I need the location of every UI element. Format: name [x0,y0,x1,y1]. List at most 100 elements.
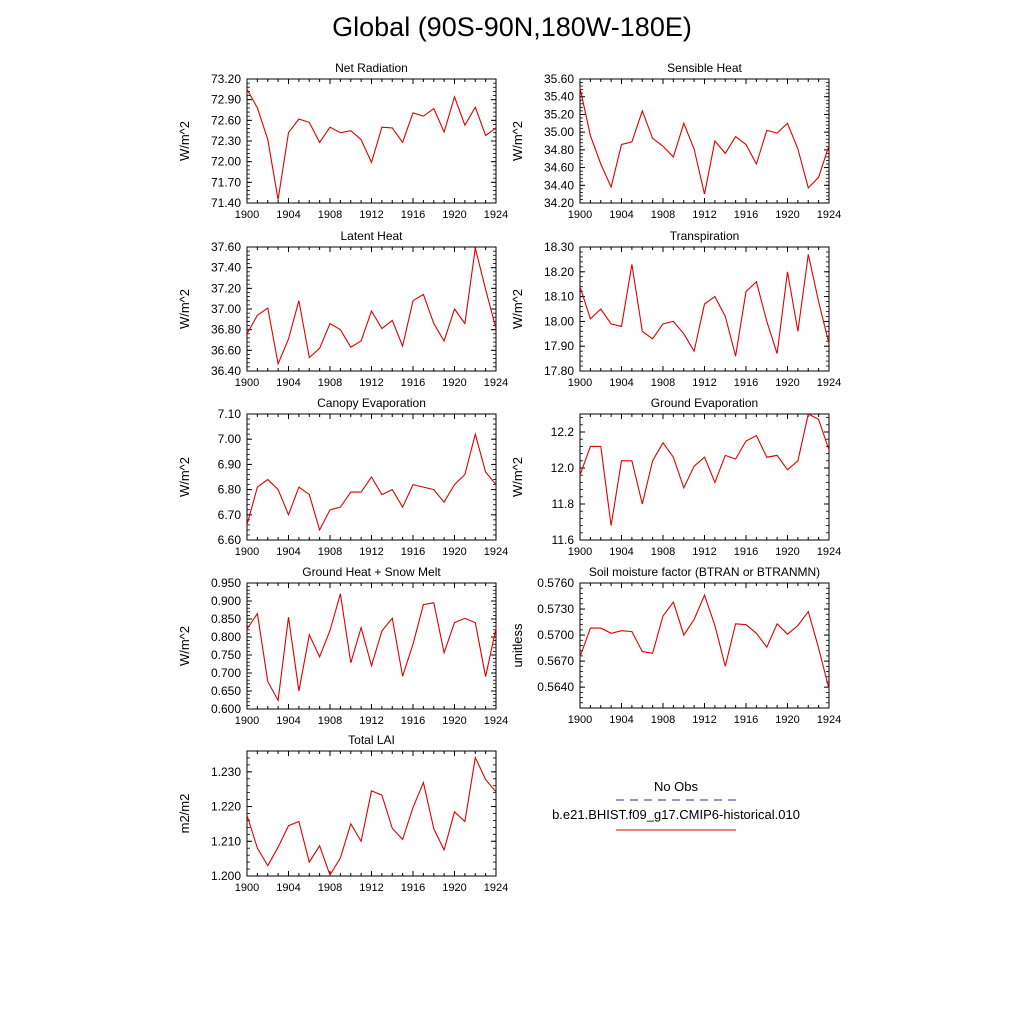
series-line [579,413,830,526]
x-tick-label: 1908 [651,209,675,221]
x-tick-label: 1920 [442,715,466,727]
y-axis-label: W/m^2 [177,457,192,497]
x-tick-label: 1900 [568,546,592,558]
y-tick-label: 1.200 [211,869,241,883]
x-tick-label: 1908 [318,209,342,221]
x-tick-label: 1912 [359,715,383,727]
x-tick-label: 1924 [817,209,841,221]
x-tick-label: 1924 [484,209,508,221]
y-tick-label: 71.40 [211,196,241,210]
x-tick-label: 1912 [692,377,716,389]
panel-title: Soil moisture factor (BTRAN or BTRANMN) [589,565,820,579]
legend-model-label: b.e21.BHIST.f09_g17.CMIP6-historical.010 [552,807,800,822]
x-tick-label: 1924 [817,546,841,558]
y-tick-label: 0.700 [211,666,241,680]
y-tick-label: 36.40 [211,364,241,378]
y-tick-label: 34.40 [544,178,574,192]
series-line [246,593,497,703]
y-tick-label: 73.20 [211,72,241,86]
y-tick-label: 0.650 [211,684,241,698]
y-tick-label: 37.20 [211,281,241,295]
y-tick-label: 35.60 [544,72,574,86]
x-tick-label: 1924 [484,882,508,894]
x-tick-label: 1920 [775,714,799,726]
x-tick-label: 1920 [775,546,799,558]
y-tick-label: 35.40 [544,90,574,104]
panel-title: Total LAI [348,733,395,747]
x-tick-label: 1900 [235,882,259,894]
y-tick-label: 6.70 [218,508,242,522]
plot-frame [579,413,830,541]
y-tick-label: 72.90 [211,93,241,107]
x-tick-label: 1912 [692,209,716,221]
y-tick-label: 18.20 [544,265,574,279]
y-tick-label: 36.80 [211,323,241,337]
y-tick-label: 7.00 [218,432,242,446]
x-tick-label: 1924 [484,546,508,558]
y-tick-label: 0.900 [211,594,241,608]
x-tick-label: 1900 [568,377,592,389]
panel-title: Net Radiation [335,61,408,75]
plot-frame [579,582,830,709]
y-tick-label: 72.30 [211,134,241,148]
x-tick-label: 1912 [692,546,716,558]
y-tick-label: 0.750 [211,648,241,662]
x-tick-label: 1924 [817,714,841,726]
y-tick-label: 72.00 [211,155,241,169]
y-tick-label: 37.60 [211,240,241,254]
series-line [579,254,830,357]
y-tick-label: 35.00 [544,125,574,139]
y-axis-label: unitless [510,623,525,668]
x-tick-label: 1904 [276,377,300,389]
x-tick-label: 1912 [359,546,383,558]
panel-8: 1900 1904 1908 1912 1916 1920 1924 0.5640 0.5670… [510,565,841,726]
y-tick-label: 6.90 [218,457,242,471]
y-tick-label: 11.8 [552,497,575,511]
y-tick-label: 0.5730 [537,602,574,616]
y-axis-label: W/m^2 [177,626,192,666]
x-tick-label: 1916 [734,546,758,558]
y-axis-label: W/m^2 [177,289,192,329]
x-tick-label: 1900 [568,209,592,221]
series-line [246,432,497,532]
panel-title: Canopy Evaporation [317,396,426,410]
x-tick-label: 1920 [775,209,799,221]
y-tick-label: 34.80 [544,143,574,157]
y-tick-label: 18.00 [544,314,574,328]
panel-4: 1900 1904 1908 1912 1916 1920 1924 17.80 17.90 18… [510,229,841,389]
x-tick-label: 1904 [276,715,300,727]
x-tick-label: 1924 [484,377,508,389]
x-tick-label: 1916 [401,546,425,558]
panel-title: Sensible Heat [667,61,742,75]
x-tick-label: 1900 [235,377,259,389]
x-tick-label: 1904 [609,377,633,389]
y-tick-label: 0.5760 [537,576,574,590]
panel-9: 1900 1904 1908 1912 1916 1920 1924 1.200 1.210 1.… [177,733,508,894]
plot-frame [246,78,497,204]
y-tick-label: 18.10 [544,290,574,304]
panel-7: 1900 1904 1908 1912 1916 1920 1924 0.600 0.650 0.… [177,565,508,727]
y-tick-label: 1.230 [211,765,241,779]
x-tick-label: 1904 [609,546,633,558]
legend-obs-label: No Obs [653,779,699,794]
x-tick-label: 1904 [276,209,300,221]
y-tick-label: 0.5640 [537,680,574,694]
x-tick-label: 1912 [359,377,383,389]
panel-title: Ground Heat + Snow Melt [302,565,441,579]
plot-frame [246,246,497,372]
panel-title: Transpiration [670,229,740,243]
panel-6: 1900 1904 1908 1912 1916 1920 1924 11.6 11.8 12.0… [510,396,841,558]
x-tick-label: 1912 [359,882,383,894]
x-tick-label: 1916 [401,715,425,727]
x-tick-label: 1924 [817,377,841,389]
plot-frame [579,78,830,204]
panel-title: Ground Evaporation [651,396,758,410]
y-tick-label: 7.10 [218,407,242,421]
y-tick-label: 0.800 [211,630,241,644]
y-tick-label: 36.60 [211,343,241,357]
x-tick-label: 1900 [568,714,592,726]
x-tick-label: 1920 [442,377,466,389]
y-axis-label: W/m^2 [510,457,525,497]
y-tick-label: 71.70 [211,175,241,189]
y-tick-label: 0.5700 [537,628,574,642]
